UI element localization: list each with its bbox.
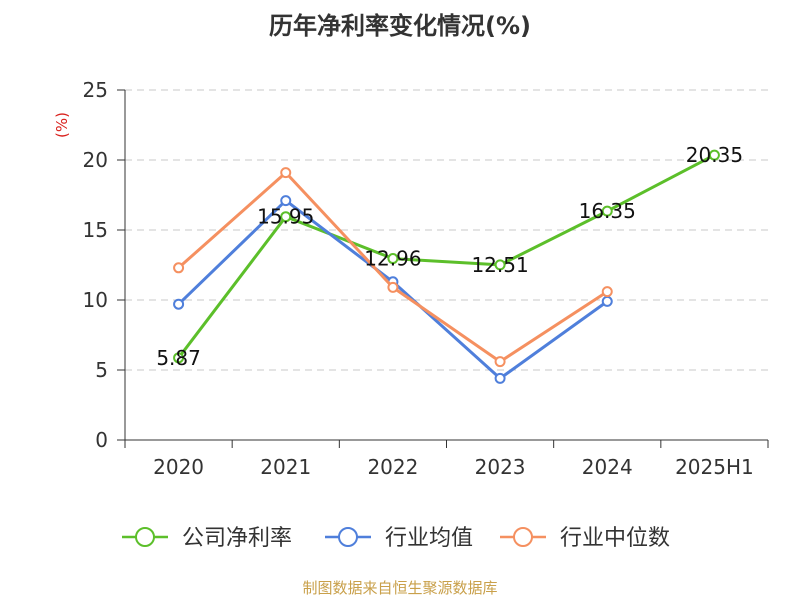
data-point[interactable] [494,259,506,271]
legend-item-1[interactable]: 行业均值 [325,526,473,551]
data-point[interactable] [280,211,292,223]
legend-circle-icon [338,527,358,547]
x-tick-label: 2022 [367,455,418,479]
series-lines [173,149,720,384]
data-point[interactable] [601,286,613,298]
legend-circle-icon [135,527,155,547]
x-tick-label: 2020 [153,455,204,479]
data-point[interactable] [173,298,185,310]
y-tick-label: 5 [95,358,108,382]
y-axis-label: (%) [53,112,71,138]
legend: 公司净利率 行业均值 行业中位数 [122,526,670,551]
y-tick-label: 25 [83,78,108,102]
y-tick-label: 15 [83,218,108,242]
data-label: 5.87 [156,346,201,370]
data-point[interactable] [173,262,185,274]
data-point[interactable] [387,281,399,293]
x-tick-label: 2024 [582,455,633,479]
data-label: 16.35 [579,199,636,223]
source-footer: 制图数据来自恒生聚源数据库 [302,579,497,597]
y-tick-label: 10 [83,288,108,312]
data-point[interactable] [280,195,292,207]
chart-title: 历年净利率变化情况(%) [269,12,531,40]
legend-label: 公司净利率 [182,526,292,551]
data-label: 12.51 [471,253,528,277]
x-tick-label: 2021 [260,455,311,479]
data-point[interactable] [494,372,506,384]
data-labels: 5.87 15.95 12.96 12.51 16.35 20.35 [156,143,743,370]
data-point[interactable] [708,149,720,161]
axes: 0 5 10 15 20 25 2020 2021 2022 2023 2024 2025H1 [83,78,769,479]
series-line-0 [177,153,716,359]
y-tick-label: 0 [95,428,108,452]
data-label: 12.96 [364,247,421,271]
legend-label: 行业均值 [385,526,473,551]
data-label: 15.95 [257,205,314,229]
data-point[interactable] [601,205,613,217]
legend-item-2[interactable]: 行业中位数 [500,526,670,551]
data-point[interactable] [280,167,292,179]
x-tick-label: 2025H1 [675,455,754,479]
legend-circle-icon [513,527,533,547]
data-point[interactable] [494,356,506,368]
y-tick-label: 20 [83,148,108,172]
data-point[interactable] [601,295,613,307]
data-point[interactable] [173,352,185,364]
data-label: 20.35 [686,143,743,167]
legend-label: 行业中位数 [560,526,670,551]
x-tick-label: 2023 [475,455,526,479]
legend-item-0[interactable]: 公司净利率 [122,526,292,551]
data-point[interactable] [387,253,399,265]
